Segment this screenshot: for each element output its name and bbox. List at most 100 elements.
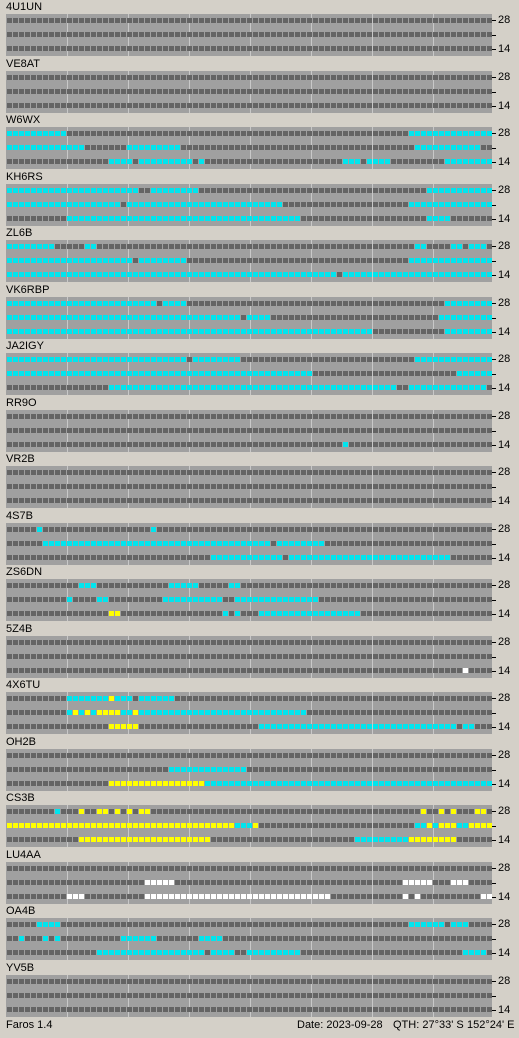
signal-cell (169, 611, 174, 616)
signal-cell (25, 653, 30, 659)
signal-cell (25, 667, 30, 673)
signal-cell (97, 272, 102, 277)
signal-cell (391, 893, 396, 899)
signal-cell (127, 865, 132, 871)
signal-cell (253, 441, 258, 447)
signal-cell (325, 102, 330, 108)
scale-bottom-label: 14 (498, 777, 511, 790)
signal-cell (187, 653, 192, 659)
signal-cell (241, 752, 246, 758)
signal-cell (241, 498, 246, 503)
signal-cell (325, 752, 330, 758)
signal-cell (481, 244, 486, 249)
signal-cell (367, 837, 372, 842)
signal-cell (313, 865, 318, 871)
signal-cell (61, 936, 66, 941)
signal-cell (367, 809, 372, 814)
signal-cell (79, 32, 84, 37)
signal-cell (349, 724, 354, 729)
signal-cell (103, 159, 108, 164)
signal-cell (469, 936, 474, 941)
signal-cell (367, 74, 372, 80)
signal-cell (397, 526, 402, 532)
signal-cell (223, 823, 228, 828)
signal-cell (361, 710, 366, 715)
signal-cell (427, 696, 432, 701)
signal-cell (181, 18, 186, 23)
signal-cell (97, 710, 102, 715)
signal-cell (223, 865, 228, 871)
signal-cell (469, 427, 474, 433)
signal-cell (475, 992, 480, 998)
signal-cell (349, 893, 354, 899)
signal-cell (25, 32, 30, 37)
signal-cell (415, 470, 420, 475)
signal-cell (67, 922, 72, 927)
signal-cell (223, 357, 228, 362)
propagation-strip (6, 70, 492, 113)
hour-gridline (372, 805, 373, 847)
signal-cell (253, 484, 258, 489)
signal-cell (121, 653, 126, 659)
signal-cell (487, 300, 492, 306)
signal-cell (277, 357, 282, 362)
signal-cell (91, 540, 96, 546)
signal-cell (313, 187, 318, 193)
signal-cell (307, 328, 312, 334)
signal-cell (157, 18, 162, 23)
signal-cell (445, 187, 450, 193)
signal-cell (19, 413, 24, 419)
signal-cell (217, 498, 222, 503)
signal-cell (151, 498, 156, 503)
signal-cell (325, 526, 330, 532)
signal-cell (331, 893, 336, 899)
signal-cell (355, 18, 360, 23)
signal-cell (277, 272, 282, 277)
signal-cell (487, 187, 492, 193)
signal-cell (193, 46, 198, 51)
signal-cell (187, 328, 192, 334)
signal-cell (49, 554, 54, 560)
scale-tick (492, 754, 496, 756)
signal-cell (145, 667, 150, 673)
scale-tick (492, 91, 496, 93)
signal-cell (343, 667, 348, 673)
signal-cell (301, 554, 306, 560)
signal-cell (175, 710, 180, 715)
signal-cell (103, 215, 108, 221)
signal-cell (379, 484, 384, 489)
signal-cell (187, 46, 192, 51)
signal-cell (457, 300, 462, 306)
signal-cell (169, 201, 174, 207)
signal-cell (301, 696, 306, 701)
signal-cell (277, 131, 282, 136)
signal-cell (139, 159, 144, 164)
signal-cell (217, 46, 222, 51)
signal-cell (439, 922, 444, 927)
signal-cell (475, 1006, 480, 1012)
signal-cell (457, 357, 462, 362)
signal-cell (211, 879, 216, 885)
signal-cell (67, 371, 72, 376)
signal-cell (427, 427, 432, 433)
signal-cell (43, 18, 48, 23)
signal-cell (289, 102, 294, 108)
signal-cell (157, 639, 162, 645)
signal-cell (331, 766, 336, 772)
signal-cell (229, 484, 234, 489)
signal-cell (55, 696, 60, 701)
signal-cell (307, 484, 312, 489)
signal-cell (427, 978, 432, 984)
signal-cell (463, 159, 468, 164)
signal-cell (475, 639, 480, 645)
signal-cell (97, 837, 102, 842)
signal-cell (433, 187, 438, 193)
signal-cell (253, 696, 258, 701)
propagation-strip (6, 296, 492, 339)
signal-cell (487, 357, 492, 362)
signal-cell (151, 357, 156, 362)
signal-cell (271, 936, 276, 941)
signal-cell (481, 780, 486, 786)
signal-cell (97, 385, 102, 390)
signal-cell (73, 583, 78, 588)
